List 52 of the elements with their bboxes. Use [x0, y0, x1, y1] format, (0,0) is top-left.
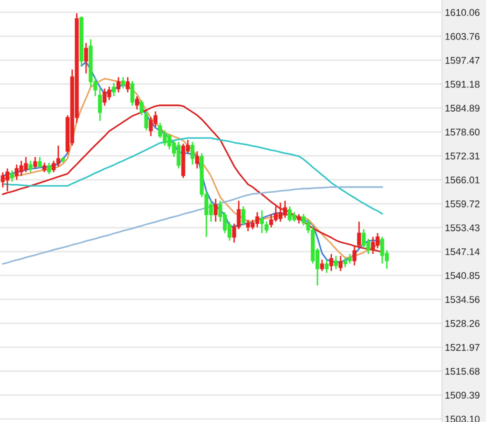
y-tick-label: 1578.60: [446, 128, 480, 136]
candlestick: [102, 88, 107, 106]
candlestick: [260, 210, 264, 234]
candlestick: [144, 110, 148, 132]
candlestick: [121, 76, 126, 90]
candlestick: [5, 168, 10, 192]
candlestick: [352, 246, 356, 266]
candlestick: [112, 82, 116, 97]
y-tick-label: 1534.56: [446, 296, 480, 303]
line-series: [2, 186, 383, 265]
candlestick: [24, 156, 28, 173]
candlestick: [302, 213, 306, 226]
candlestick: [338, 255, 343, 272]
y-tick-label: 1572.31: [446, 152, 480, 160]
y-tick-label: 1584.89: [446, 104, 480, 112]
y-tick-label: 1591.18: [446, 80, 480, 88]
candlestick: [42, 162, 46, 173]
y-tick-label: 1597.47: [446, 56, 480, 64]
candlestick: [28, 160, 33, 173]
y-tick-label: 1521.97: [446, 344, 480, 351]
candlestick: [214, 198, 218, 222]
candlestick: [357, 220, 362, 249]
y-tick-label: 1610.06: [446, 9, 480, 16]
candlestick: [116, 76, 120, 94]
y-tick-label: 1559.72: [446, 200, 480, 208]
y-tick-label: 1509.39: [446, 392, 480, 399]
candlestick: [329, 253, 334, 272]
candlestick: [47, 162, 52, 175]
y-tick-label: 1528.26: [446, 320, 480, 327]
candlestick: [195, 150, 200, 170]
y-tick-label: 1553.43: [446, 224, 480, 232]
candlestick: [10, 170, 14, 182]
candlestick: [320, 258, 324, 272]
candlestick: [324, 258, 329, 274]
y-tick-label: 1566.01: [446, 176, 480, 184]
candlestick: [126, 76, 130, 94]
candlestick: [334, 255, 338, 270]
candlestick: [135, 95, 139, 110]
candlestick: [296, 213, 301, 224]
candlestick: [33, 156, 38, 170]
candlestick: [264, 220, 268, 234]
y-tick-label: 1547.14: [446, 248, 480, 256]
candlestick: [241, 206, 246, 226]
candlestick: [98, 88, 102, 122]
candlestick: [84, 42, 88, 74]
y-tick-label: 1603.76: [446, 33, 480, 40]
candlestick: [130, 80, 134, 106]
candlestick: [140, 99, 144, 116]
candlestick: [38, 156, 42, 170]
candlestick: [190, 141, 194, 166]
y-tick-label: 1515.68: [446, 368, 480, 375]
y-tick-label: 1540.85: [446, 272, 480, 280]
